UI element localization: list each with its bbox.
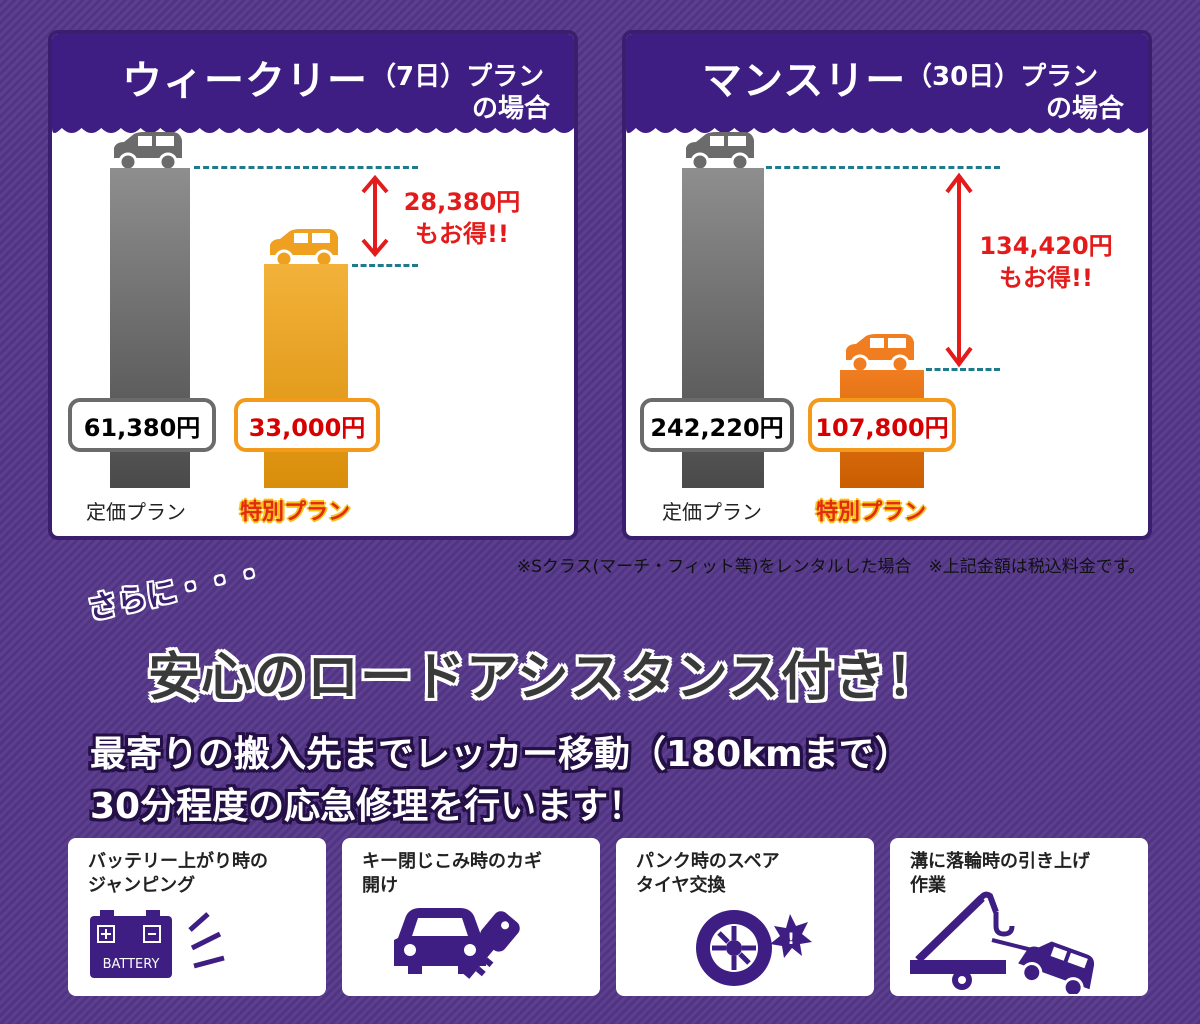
car-icon (270, 229, 338, 269)
saving-text: もお得!! (415, 220, 509, 248)
service-card-battery: バッテリー上がり時の ジャンピング BATTERY (68, 838, 326, 996)
regular-plan-label: 定価プラン (86, 500, 186, 524)
tow-truck-icon (910, 891, 1095, 994)
regular-price-box: 61,380円 (68, 398, 216, 452)
footnote: ※Sクラス(マーチ・フィット等)をレンタルした場合 ※上記金額は税込料金です。 (516, 557, 1145, 577)
service-card-tire: パンク時のスペア タイヤ交換 ! (616, 838, 874, 996)
battery-icon: BATTERY (90, 910, 225, 978)
special-price-box: 107,800円 (808, 398, 956, 452)
saving-amount: 28,380円 (403, 188, 521, 216)
svg-text:!: ! (787, 929, 794, 948)
saving-amount: 134,420円 (979, 232, 1113, 260)
card-text: 溝に落輪時の引き上げ 作業 (910, 851, 1090, 896)
car-icon (686, 132, 754, 172)
sarani-text: さらに・・・ (84, 555, 268, 628)
car-key-icon (394, 908, 520, 979)
wave-divider (52, 120, 574, 133)
battery-label: BATTERY (103, 957, 160, 972)
monthly-panel-header: マンスリー （30日）プラン の場合 (626, 34, 1148, 133)
weekly-saving: 28,380円 もお得!! (392, 186, 532, 250)
monthly-saving: 134,420円 もお得!! (968, 230, 1124, 294)
card-text: バッテリー上がり時の ジャンピング (88, 851, 268, 896)
headline: 安心のロードアシスタンス付き！ (148, 648, 940, 708)
difference-arrow-icon (945, 172, 973, 368)
weekly-period: （7日）プラン (370, 62, 545, 92)
regular-level-line (194, 166, 418, 169)
tire-icon: ! (696, 910, 812, 986)
regular-price-box: 242,220円 (640, 398, 794, 452)
monthly-title: マンスリー (702, 58, 907, 104)
special-plan-label: 特別プラン (240, 500, 351, 525)
repair-service-text: 30分程度の応急修理を行います！ (90, 786, 645, 827)
weekly-panel-header: ウィークリー （7日）プラン の場合 (52, 34, 574, 133)
weekly-title: ウィークリー (122, 58, 368, 104)
monthly-plan-panel: マンスリー （30日）プラン の場合 134,420円 もお得!! 242,22… (622, 30, 1152, 540)
monthly-period: （30日）プラン (906, 62, 1099, 92)
service-card-tow: 溝に落輪時の引き上げ 作業 (890, 838, 1148, 996)
special-price-bar (264, 264, 348, 488)
weekly-suffix: の場合 (472, 94, 551, 124)
special-plan-label: 特別プラン (816, 500, 927, 525)
card-text: パンク時のスペア タイヤ交換 (636, 851, 780, 896)
tow-service-text: 最寄りの搬入先までレッカー移動（180kmまで） (90, 734, 911, 775)
special-level-line (352, 264, 418, 267)
special-price-box: 33,000円 (234, 398, 380, 452)
regular-level-line (766, 166, 1000, 169)
car-icon (114, 132, 182, 172)
card-text: キー閉じこみ時のカギ 開け (362, 851, 542, 896)
monthly-suffix: の場合 (1046, 94, 1125, 124)
service-card-key: キー閉じこみ時のカギ 開け (342, 838, 600, 996)
weekly-plan-panel: ウィークリー （7日）プラン の場合 28,380円 もお得!! 61,380円… (48, 30, 578, 540)
saving-text: もお得!! (999, 264, 1093, 292)
car-icon (846, 334, 914, 374)
wave-divider (626, 120, 1148, 133)
difference-arrow-icon (361, 174, 389, 258)
special-level-line (926, 368, 1000, 371)
regular-plan-label: 定価プラン (662, 500, 762, 524)
